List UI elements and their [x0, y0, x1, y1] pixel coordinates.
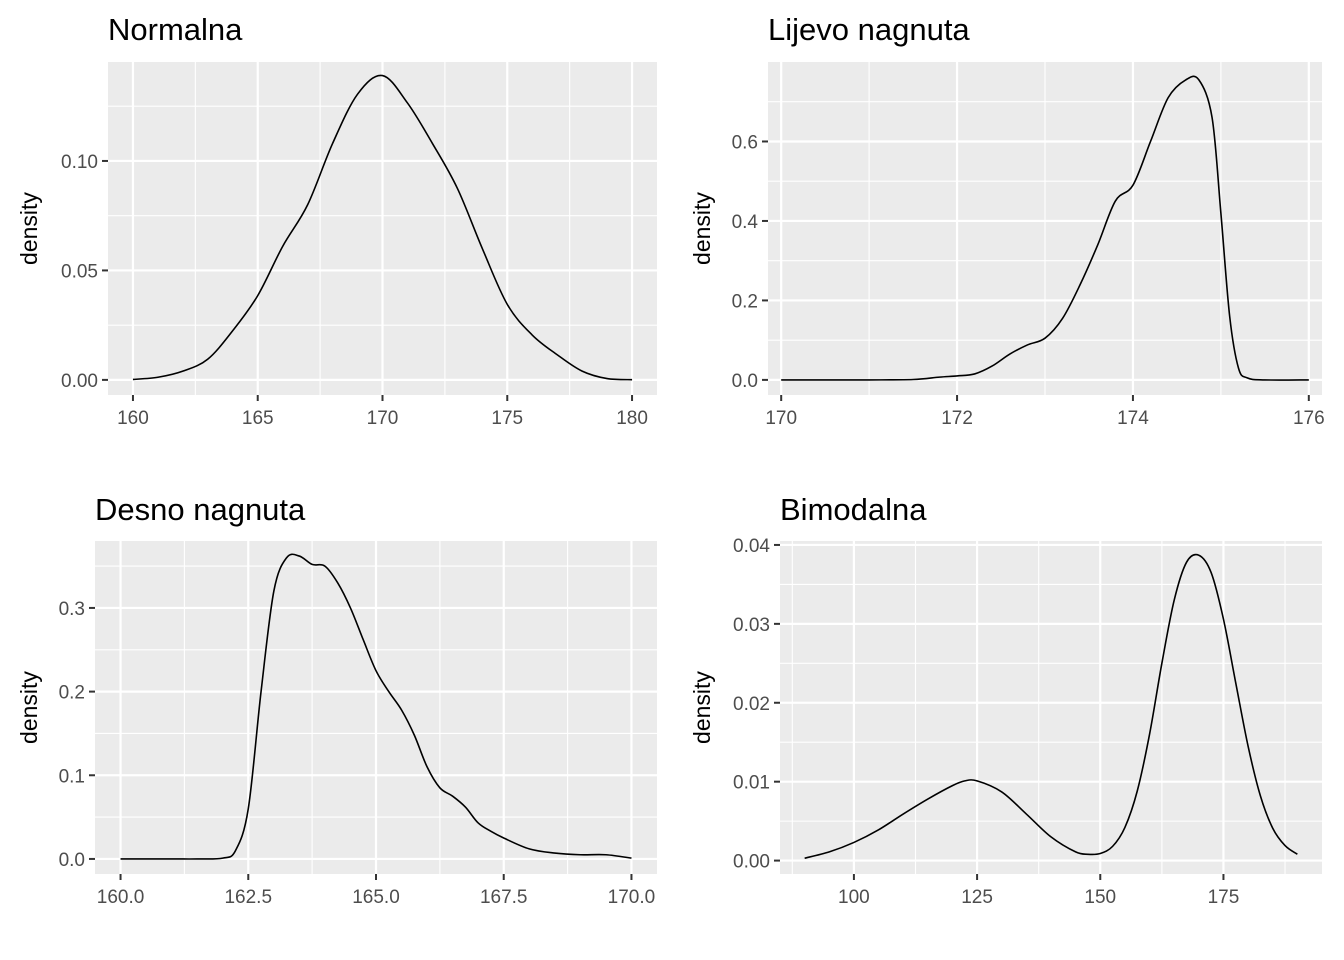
y-axis-title: density	[689, 192, 715, 265]
x-tick-label: 170.0	[608, 887, 656, 908]
y-tick-label: 0.05	[61, 261, 98, 282]
x-tick-label: 165	[242, 408, 274, 429]
x-tick-label: 175	[1208, 887, 1240, 908]
panel-background	[780, 541, 1322, 874]
y-tick-label: 0.4	[732, 212, 759, 233]
panel-title: Normalna	[108, 12, 243, 47]
panel-title: Lijevo nagnuta	[768, 12, 970, 47]
density-curve	[781, 75, 1309, 381]
y-tick-label: 0.10	[61, 152, 98, 173]
density-panel-3: 160.0 162.5 165.0 167.5 170.0 0.0 0.1 0.2 0.3 Des…	[16, 492, 657, 908]
y-tick-label: 0.0	[59, 850, 85, 871]
y-tick-label: 0.2	[732, 291, 758, 312]
y-tick-label: 0.2	[59, 683, 85, 704]
x-tick-label: 165.0	[352, 887, 400, 908]
y-tick-label: 0.1	[59, 766, 85, 787]
y-tick-label: 0.6	[732, 132, 758, 153]
density-curve	[120, 553, 632, 860]
density-curve	[804, 553, 1298, 859]
x-tick-label: 125	[961, 887, 993, 908]
x-tick-label: 174	[1117, 408, 1149, 429]
y-tick-label: 0.01	[733, 773, 770, 794]
x-tick-label: 172	[941, 408, 973, 429]
y-axis-title: density	[689, 671, 715, 744]
x-tick-label: 170	[765, 408, 797, 429]
panel-title: Bimodalna	[780, 492, 927, 527]
x-tick-label: 162.5	[224, 887, 272, 908]
y-axis-title: density	[16, 192, 42, 265]
density-panel-1: 160 165 170 175 180 0.00 0.05 0.10 Normalna densi…	[16, 12, 657, 429]
y-axis-title: density	[16, 671, 42, 744]
x-tick-label: 160.0	[97, 887, 145, 908]
x-tick-label: 100	[838, 887, 870, 908]
x-tick-label: 160	[117, 408, 149, 429]
x-tick-label: 170	[367, 408, 399, 429]
x-tick-label: 167.5	[480, 887, 528, 908]
y-tick-label: 0.04	[733, 536, 770, 557]
y-tick-label: 0.00	[61, 371, 98, 392]
y-tick-label: 0.0	[732, 371, 758, 392]
density-panel-2: 170 172 174 176 0.0 0.2 0.4 0.6 Lijevo nagnuta de…	[689, 12, 1325, 429]
x-tick-label: 150	[1084, 887, 1116, 908]
y-tick-label: 0.02	[733, 694, 770, 715]
panel-title: Desno nagnuta	[95, 492, 306, 527]
y-tick-label: 0.00	[733, 852, 770, 873]
y-tick-label: 0.3	[59, 599, 85, 620]
density-curve	[132, 74, 633, 381]
x-tick-label: 175	[491, 408, 523, 429]
y-tick-label: 0.03	[733, 615, 770, 636]
density-panel-4: 100 125 150 175 0.00 0.01 0.02 0.03 0.04 Bimodaln…	[689, 492, 1322, 908]
x-tick-label: 180	[616, 408, 648, 429]
x-tick-label: 176	[1293, 408, 1325, 429]
